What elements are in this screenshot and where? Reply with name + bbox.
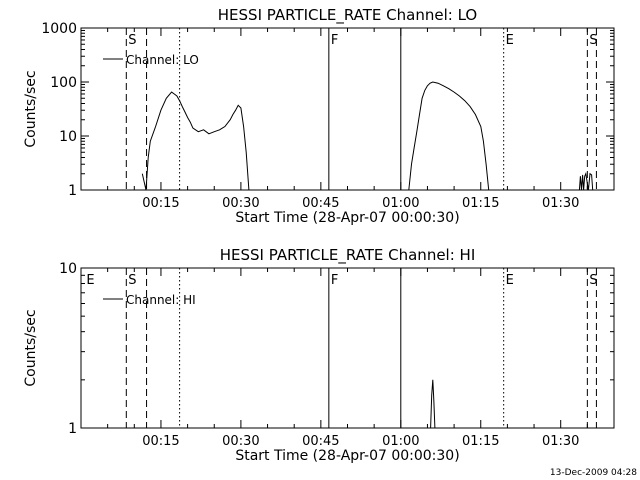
event-marker-label: E [86,273,94,288]
x-tick-label: 01:30 [542,434,579,449]
series-line [141,91,250,191]
event-marker-label: F [331,273,338,288]
event-marker-label: S [128,33,136,48]
y-axis-label: Counts/sec [23,70,39,147]
chart-panel-1: HESSI PARTICLE_RATE Channel: HI 00:15 00:3… [23,246,615,464]
y-tick-label: 10 [59,261,77,277]
event-marker-label: S [589,273,597,288]
y-axis-label: Counts/sec [23,309,39,386]
plot-frame [80,267,615,429]
y-tick-label: 10 [59,129,77,145]
footer-timestamp: 13-Dec-2009 04:28 [550,468,637,478]
chart-panel-0: HESSI PARTICLE_RATE Channel: LO 00:15 00:3… [23,6,615,226]
x-tick-label: 01:30 [542,196,579,211]
series-line [408,81,490,191]
x-tick-label: 00:45 [302,434,339,449]
event-marker-label: S [589,33,597,48]
event-marker-label: S [128,273,136,288]
x-tick-label: 01:00 [382,434,419,449]
x-tick-label: 01:15 [462,196,499,211]
event-marker-label: E [506,273,514,288]
x-tick-label: 00:30 [222,196,259,211]
y-tick-label: 1 [68,183,77,199]
series-line [578,171,594,191]
x-tick-label: 00:15 [142,196,179,211]
chart-title: HESSI PARTICLE_RATE Channel: HI [220,246,476,265]
x-axis-label: Start Time (28-Apr-07 00:00:30) [235,210,459,226]
legend-label: Channel: HI [126,293,196,307]
chart-title: HESSI PARTICLE_RATE Channel: LO [218,6,477,25]
x-tick-label: 01:15 [462,434,499,449]
x-tick-label: 00:30 [222,434,259,449]
y-tick-label: 100 [50,75,77,91]
y-tick-label: 1000 [41,21,77,37]
x-tick-label: 01:00 [382,196,419,211]
x-tick-label: 00:45 [302,196,339,211]
x-axis-label: Start Time (28-Apr-07 00:00:30) [235,448,459,464]
series-line [430,379,436,429]
event-marker-label: E [506,33,514,48]
legend-label: Channel: LO [126,53,199,67]
x-tick-label: 00:15 [142,434,179,449]
y-tick-label: 1 [68,421,77,437]
event-marker-label: F [331,33,338,48]
